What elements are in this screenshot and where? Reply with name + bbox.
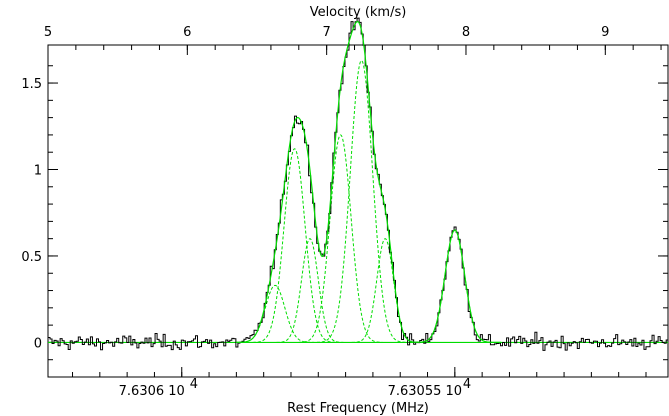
plot-frame xyxy=(47,44,669,378)
top-axis-ticks: 5 6 7 8 9 xyxy=(44,25,662,55)
fit-component-curve xyxy=(276,238,344,343)
fit-component-curve xyxy=(316,59,407,343)
bottom-axis-title: Rest Frequency (MHz) xyxy=(287,401,429,416)
fit-components xyxy=(236,59,494,343)
y-tick-label: 0 xyxy=(34,336,42,351)
top-tick-label: 5 xyxy=(44,25,52,40)
bottom-tick-label: 7.6306 10 xyxy=(119,384,185,399)
total-fit-curve xyxy=(236,20,501,344)
fit-component-curve xyxy=(252,148,337,343)
bottom-tick-exponent: 4 xyxy=(463,377,471,392)
plot-border xyxy=(47,44,669,378)
top-axis-title: Velocity (km/s) xyxy=(310,5,407,20)
observed-spectrum xyxy=(48,17,669,351)
y-tick-label: 1 xyxy=(34,164,42,179)
y-tick-label: 1.5 xyxy=(21,77,42,92)
fit-component-curve xyxy=(415,229,494,343)
fit-component-curve xyxy=(236,284,315,343)
top-tick-label: 8 xyxy=(462,25,470,40)
fit-total xyxy=(236,20,501,344)
fit-component-curve xyxy=(351,238,419,343)
bottom-axis-ticks: 7.6306 10 4 7.63055 10 4 xyxy=(72,367,647,399)
fit-component-curve xyxy=(298,134,383,343)
observed-spectrum-line xyxy=(48,17,669,351)
y-axis-ticks: 0 0.5 1 1.5 xyxy=(21,65,668,378)
bottom-tick-exponent: 4 xyxy=(190,377,198,392)
bottom-tick-label: 7.63055 10 xyxy=(388,384,462,399)
y-tick-label: 0.5 xyxy=(21,250,42,265)
top-tick-label: 7 xyxy=(323,25,331,40)
top-tick-label: 6 xyxy=(183,25,191,40)
top-tick-label: 9 xyxy=(601,25,609,40)
